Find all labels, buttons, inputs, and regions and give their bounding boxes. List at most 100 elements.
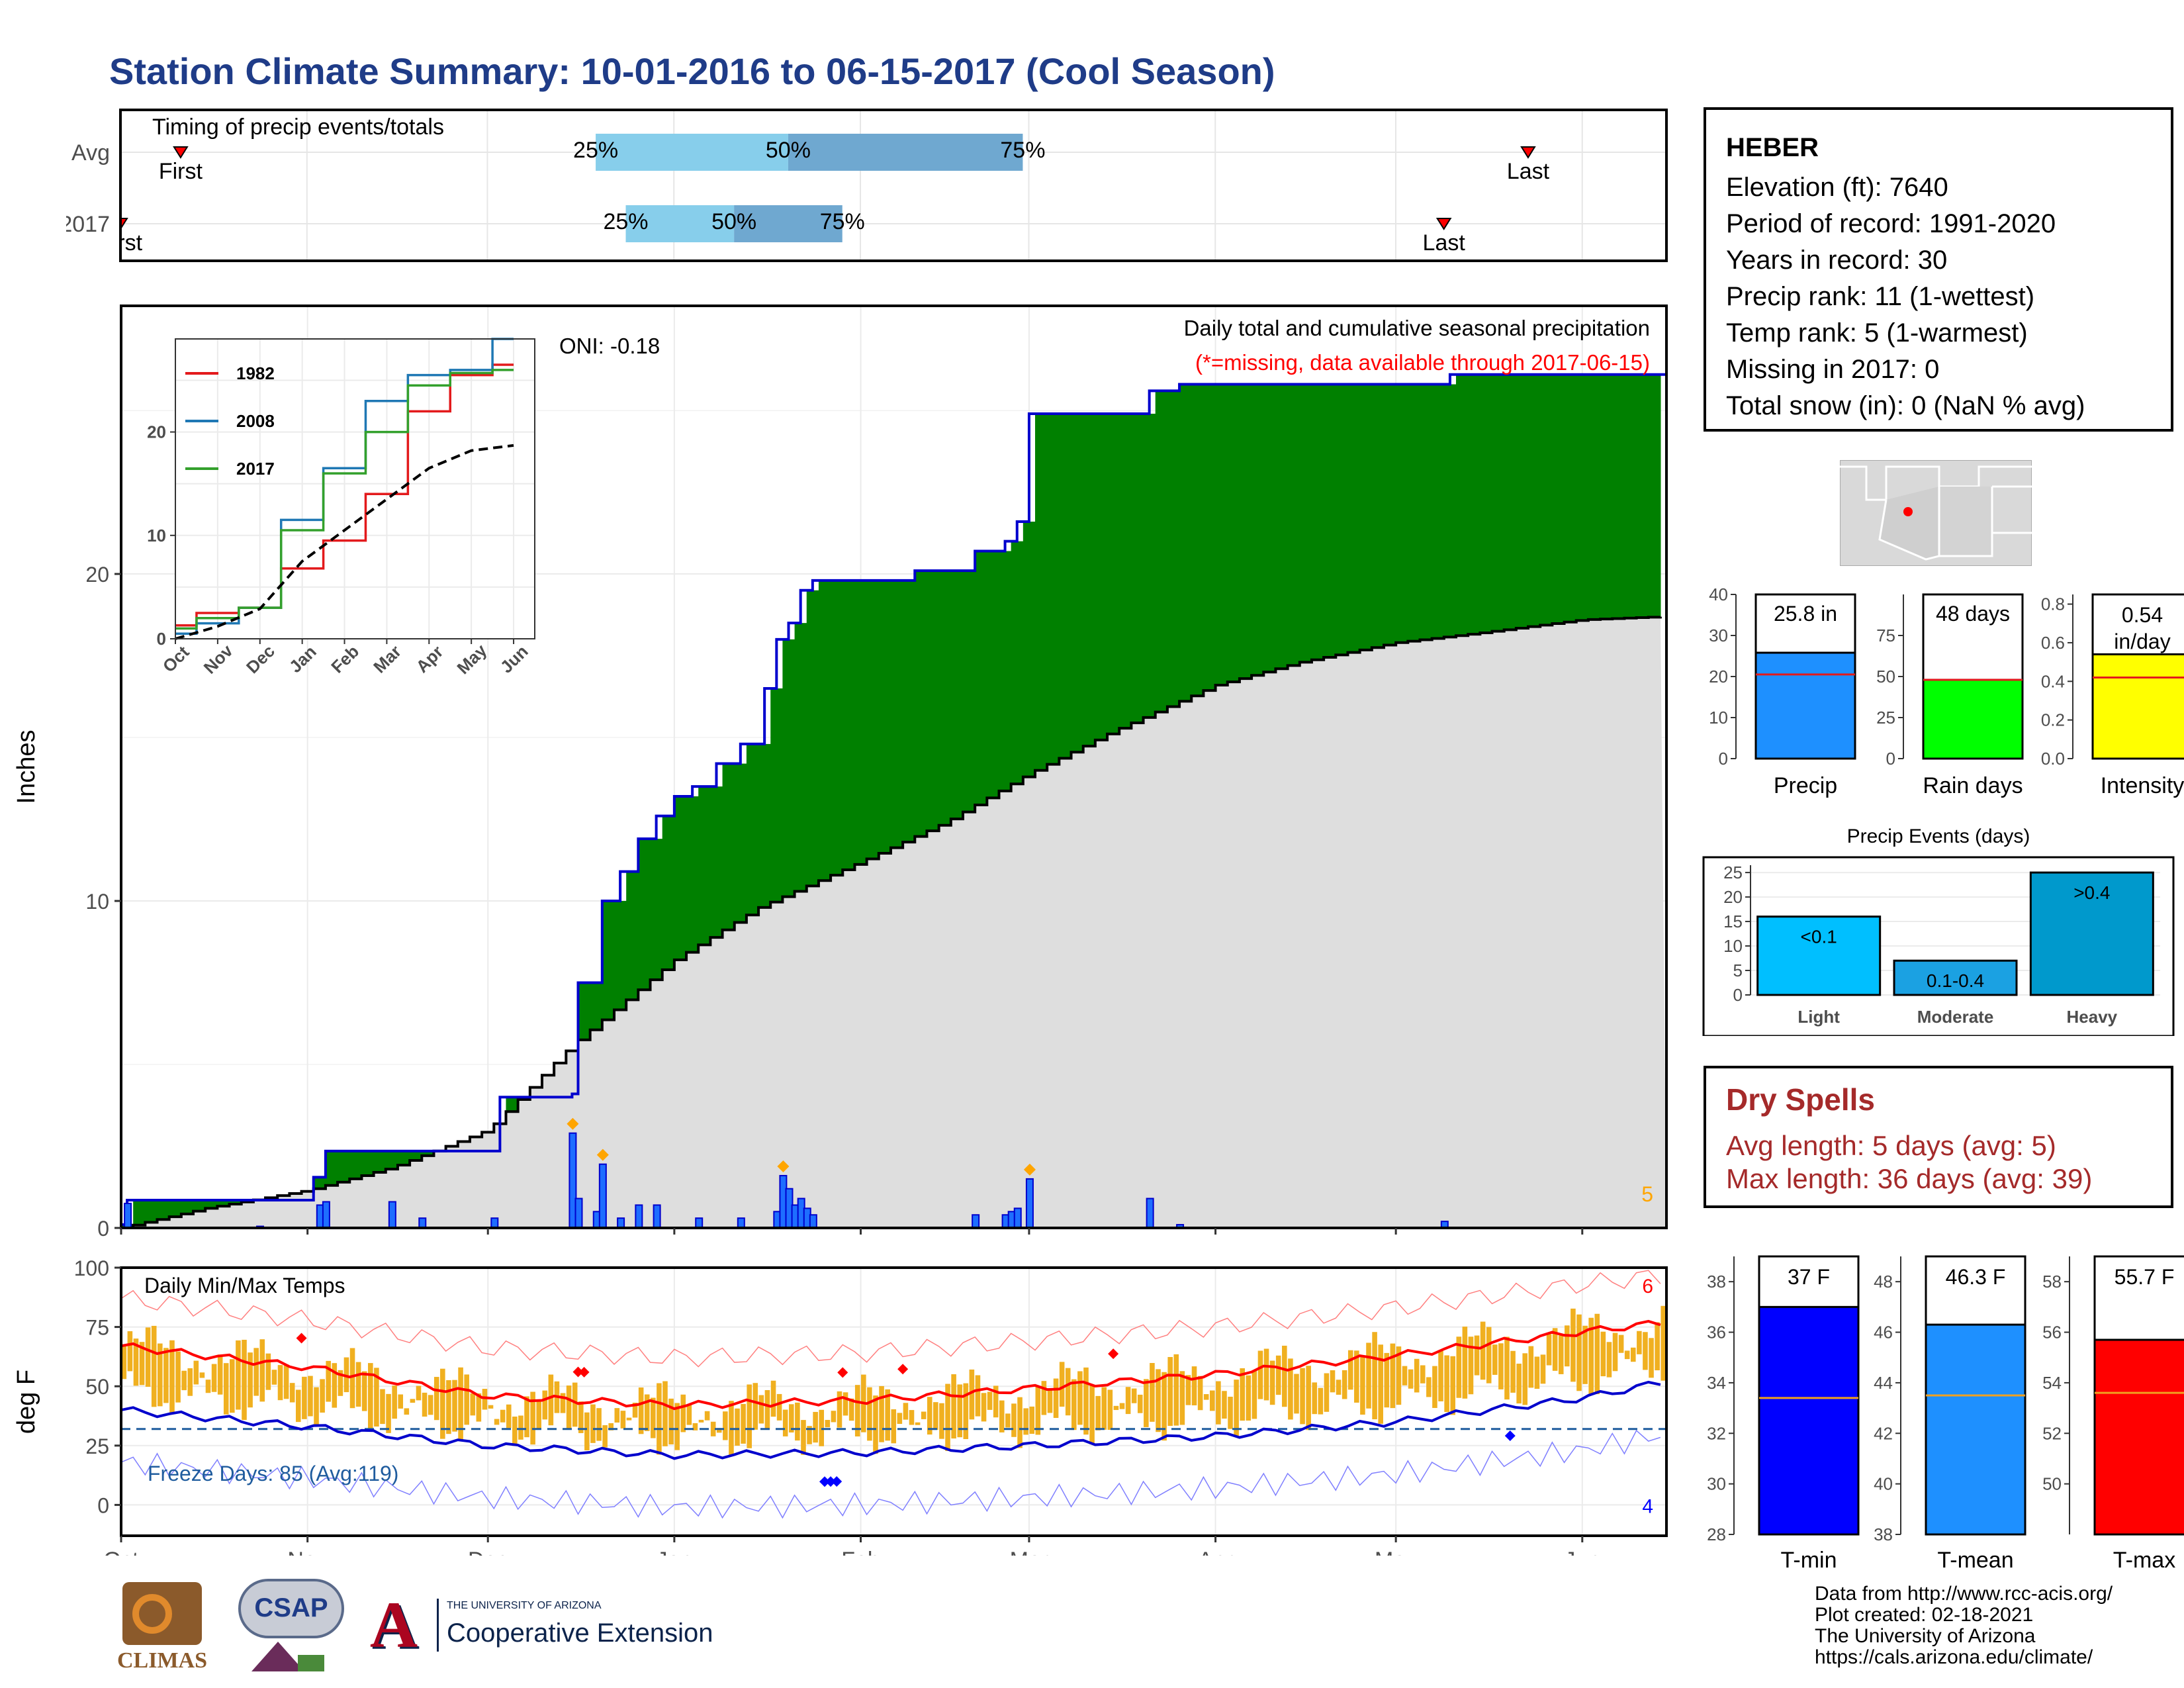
summary-y-tick-label: 50 (1876, 667, 1895, 686)
daily-temp-bar (1600, 1331, 1606, 1377)
summary-bar-label: Rain days (1923, 773, 2023, 798)
surplus-area (842, 580, 856, 870)
summary-value-label: 25.8 in (1774, 602, 1837, 626)
daily-temp-bar (674, 1403, 680, 1450)
average-cumulative-line (121, 616, 1662, 1229)
daily-temp-bar (1119, 1403, 1125, 1409)
daily-temp-bar (620, 1411, 626, 1429)
surplus-area (903, 580, 915, 843)
daily-temp-bar (1450, 1356, 1456, 1415)
record-high-marker (897, 1364, 909, 1375)
daily-temp-bar (723, 1411, 728, 1440)
y-tick-label: 10 (85, 890, 109, 914)
daily-temp-bar (981, 1393, 987, 1422)
daily-temp-bar (506, 1404, 512, 1429)
daily-temp-bar (1047, 1388, 1053, 1413)
temp-y-tick-label: 75 (85, 1316, 109, 1340)
month-label: Feb (841, 1548, 880, 1556)
surplus-area (1011, 541, 1024, 784)
surplus-area (1432, 384, 1445, 639)
daily-temp-bar (548, 1374, 554, 1426)
daily-temp-bar (1630, 1347, 1636, 1362)
daily-temp-bar (1384, 1352, 1390, 1408)
daily-temp-bar (770, 1380, 776, 1417)
daily-temp-bar (801, 1420, 806, 1455)
timing-frame (119, 109, 1668, 262)
surplus-area (1516, 374, 1529, 628)
surplus-area (1408, 384, 1421, 641)
timing-marker-label: Last (1423, 230, 1466, 256)
daily-temp-bar (308, 1376, 313, 1417)
summary-bar-label: Precip (1774, 773, 1837, 798)
footer-line: Data from http://www.rcc-acis.org/ (1815, 1583, 2113, 1605)
summary-value-label: in/day (2114, 630, 2170, 653)
daily-precip-bar (635, 1204, 643, 1229)
surplus-area (1636, 374, 1649, 618)
tbar-value-label: 46.3 F (1946, 1265, 2006, 1289)
daily-temp-bar (590, 1404, 596, 1443)
daily-temp-bar (560, 1393, 566, 1413)
station-info-line: Years in record: 30 (1726, 246, 1948, 275)
daily-temp-bar (217, 1354, 223, 1395)
daily-precip-bar (490, 1217, 499, 1229)
daily-temp-bar (1649, 1338, 1654, 1378)
daily-temp-bar (1041, 1381, 1047, 1415)
station-info-line: Missing in 2017: 0 (1726, 355, 1940, 384)
inset-y-tick-label: 10 (147, 526, 166, 545)
surplus-area (157, 1200, 170, 1220)
month-label: Oct (104, 1548, 139, 1556)
extreme-precip-marker (1023, 1163, 1036, 1176)
surplus-area (1552, 374, 1565, 624)
daily-temp-bar (1306, 1366, 1311, 1430)
surplus-area (1239, 384, 1252, 679)
daily-temp-bar (1330, 1370, 1336, 1393)
daily-temp-bar (578, 1401, 584, 1433)
surplus-area (1576, 374, 1589, 621)
record-low-marker (1504, 1430, 1516, 1442)
record-low-marker (825, 1476, 837, 1487)
record-low-count: 4 (1642, 1495, 1653, 1517)
temp-bars: 28 30 32 34 36 38 37 F T-min 38 40 42 44 46 48 46.3 F T… (1707, 1255, 2184, 1573)
climas-logo: CLIMAS (109, 1582, 215, 1681)
daily-temp-bar (1053, 1378, 1059, 1419)
daily-temp-bar (752, 1383, 758, 1430)
surplus-area (878, 580, 891, 854)
month-label: Jan (656, 1548, 692, 1556)
summary-value-label: 0.54 (2122, 603, 2163, 627)
daily-temp-bar (512, 1416, 518, 1446)
daily-temp-bar (897, 1413, 903, 1425)
events-bar-label: Heavy (2067, 1007, 2118, 1027)
timing-pct-label: 75% (1000, 138, 1045, 163)
surplus-area (205, 1200, 218, 1209)
daily-temp-bar (361, 1371, 367, 1411)
surplus-area (950, 571, 964, 820)
temp-y-tick-label: 50 (85, 1375, 109, 1399)
surplus-area (698, 786, 711, 945)
daily-temp-bar (1661, 1305, 1666, 1381)
csap-logo-text: CSAP (254, 1593, 328, 1622)
daily-temp-bar (1504, 1336, 1510, 1400)
daily-temp-bar (145, 1327, 151, 1387)
daily-temp-bar (1131, 1388, 1137, 1403)
csap-logo: CSAP (232, 1579, 351, 1681)
daily-temp-bar (710, 1421, 716, 1436)
timing-pct-label: 50% (711, 209, 756, 234)
surplus-area (1263, 384, 1277, 673)
events-y-tick-label: 0 (1733, 985, 1743, 1005)
surplus-area (818, 580, 831, 881)
daily-temp-bar (1582, 1325, 1588, 1384)
daily-temp-bar (789, 1404, 794, 1433)
surplus-area (1336, 384, 1349, 655)
daily-temp-bar (1486, 1327, 1492, 1383)
surplus-area (758, 743, 771, 908)
station-info-line: Elevation (ft): 7640 (1726, 173, 1948, 202)
daily-temp-bar (1240, 1368, 1246, 1421)
daily-temp-bar (175, 1351, 181, 1403)
daily-temp-bar (632, 1402, 638, 1418)
tbar-y-tick-label: 56 (2042, 1323, 2062, 1342)
station-info-line: Temp rank: 5 (1-warmest) (1726, 318, 2028, 348)
daily-temp-bar (428, 1395, 433, 1415)
daily-temp-bar (1552, 1328, 1558, 1371)
surplus-area (1588, 374, 1601, 620)
daily-precip-bar (1013, 1207, 1022, 1229)
